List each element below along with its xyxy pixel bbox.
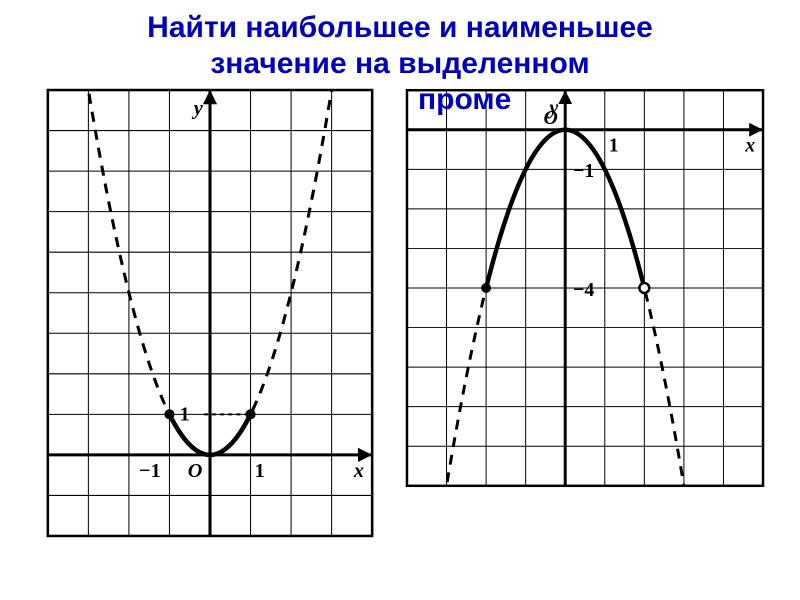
page-title: Найти наибольшее и наименьшее значение н…	[0, 0, 800, 88]
chart-left: yxO1−11	[35, 88, 385, 538]
svg-text:x: x	[744, 135, 755, 157]
svg-text:x: x	[353, 460, 364, 482]
title-line-2: значение на выделенном	[40, 46, 760, 82]
svg-text:−1: −1	[139, 460, 161, 482]
chart-right: yxO1−1−4	[405, 88, 765, 538]
title-line-1: Найти наибольшее и наименьшее	[40, 10, 760, 46]
charts-row: yxO1−11 yxO1−1−4	[0, 88, 800, 538]
parabola-up-chart: yxO1−11	[35, 88, 385, 538]
parabola-down-chart: yxO1−1−4	[405, 88, 765, 488]
svg-text:1: 1	[180, 403, 190, 425]
svg-text:O: O	[188, 460, 203, 482]
svg-text:−4: −4	[573, 279, 594, 301]
svg-text:O: O	[543, 107, 557, 129]
title-line-3: проме	[418, 83, 511, 117]
svg-text:−1: −1	[573, 160, 594, 182]
svg-text:1: 1	[609, 135, 619, 157]
svg-text:1: 1	[255, 460, 265, 482]
